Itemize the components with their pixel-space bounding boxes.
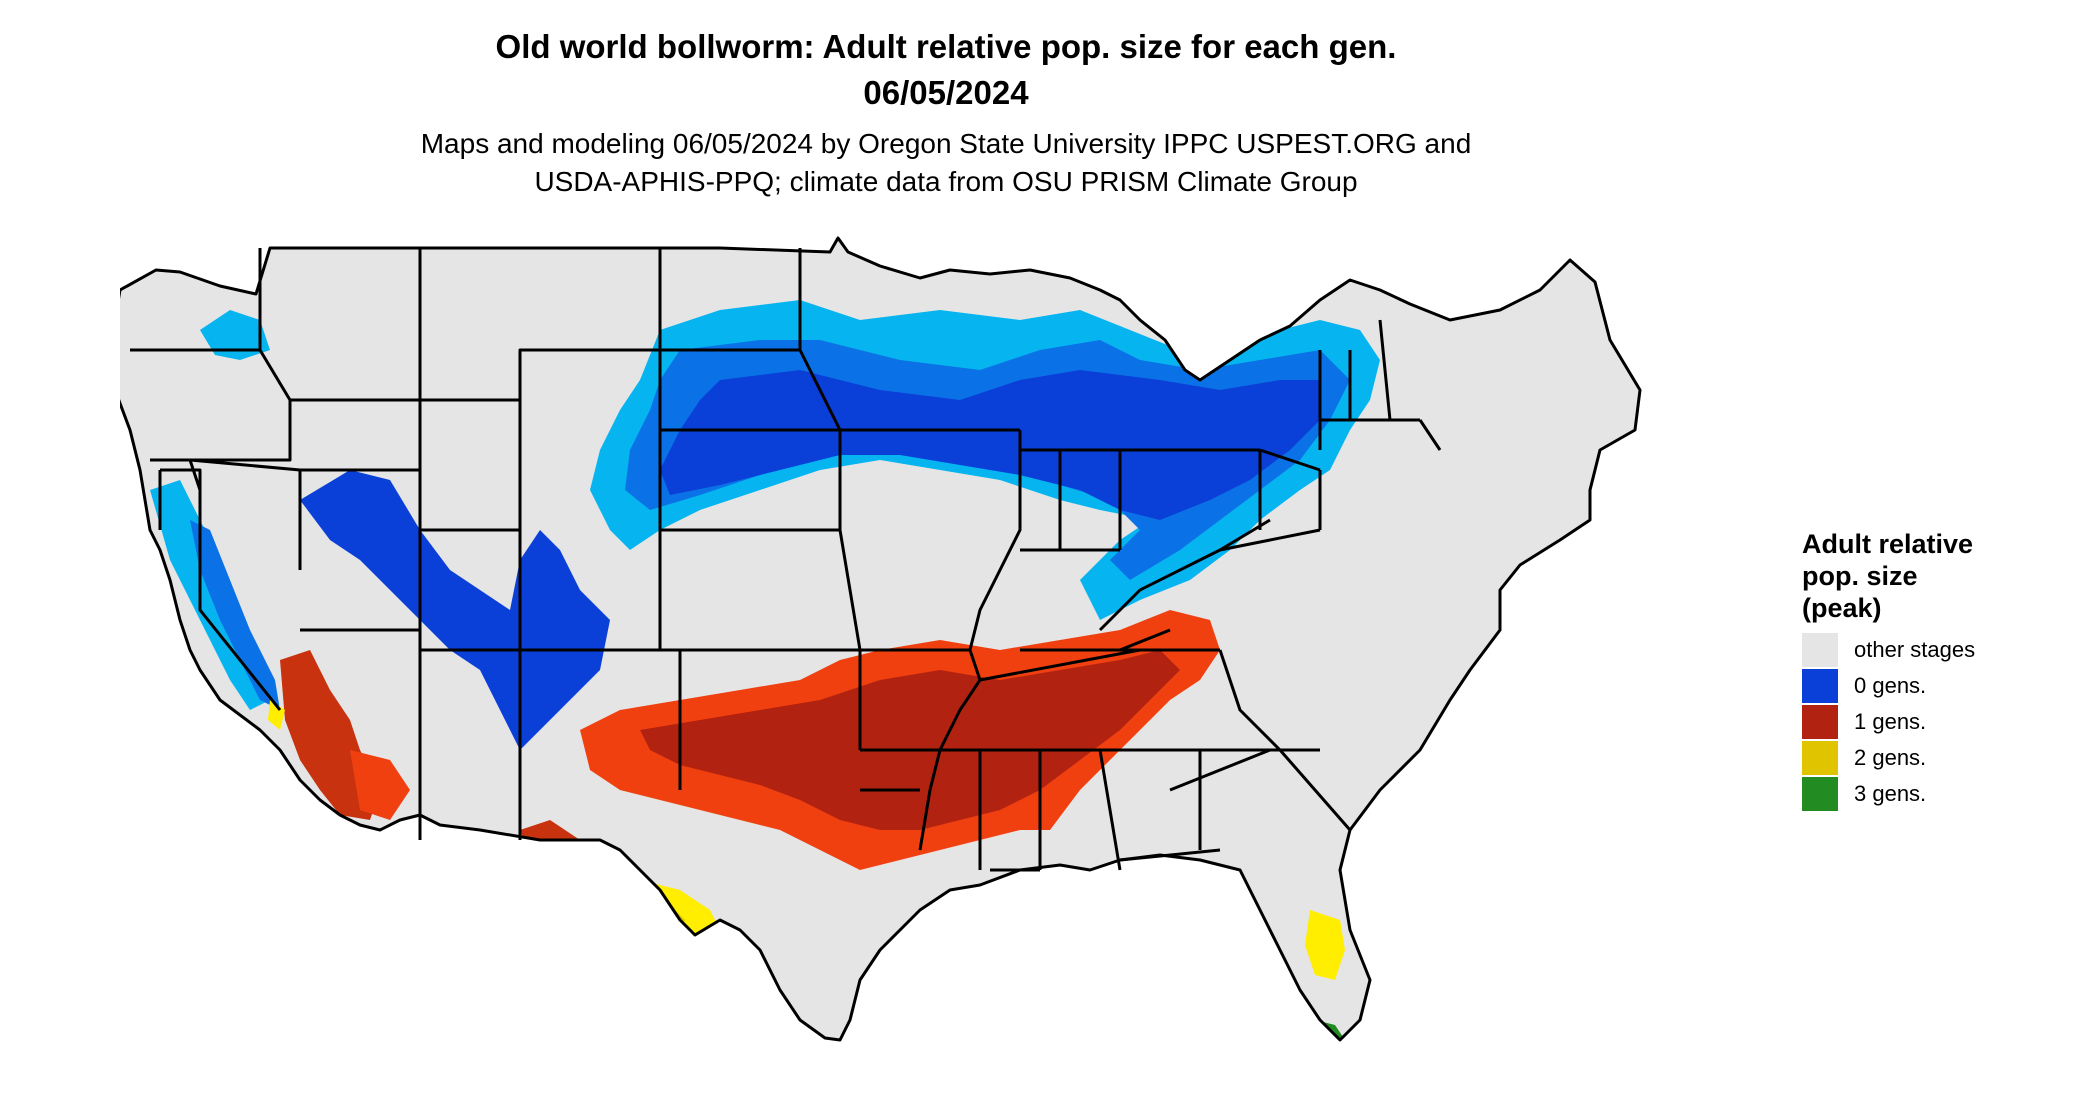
legend-swatch [1802,669,1838,703]
legend-title-line2: pop. size [1802,561,1918,591]
legend-item: 1 gens. [1802,704,2092,740]
legend-swatch [1802,741,1838,775]
legend-item: 3 gens. [1802,776,2092,812]
legend-label: 3 gens. [1854,781,1927,806]
legend-label: 1 gens. [1854,709,1927,734]
legend: Adult relative pop. size (peak) other st… [1802,528,2092,812]
legend-swatch [1802,777,1838,811]
zone-0-gens-nw [200,310,270,360]
map-title: Old world bollworm: Adult relative pop. … [495,28,1397,65]
legend-label: other stages [1854,637,1976,662]
zone-1-gens-dark [640,650,1180,830]
state-borders [120,236,1642,1042]
legend-item: other stages [1802,632,2092,668]
legend-item: 2 gens. [1802,740,2092,776]
zone-0-gens-dark [660,370,1320,520]
legend-label: 0 gens. [1854,673,1927,698]
map-subtitle-line1: Maps and modeling 06/05/2024 by Oregon S… [420,128,1472,159]
legend-title-line1: Adult relative [1802,529,1974,559]
map-date: 06/05/2024 [863,74,1029,111]
legend-title-line3: (peak) [1802,593,1882,623]
us-map [120,236,1642,1042]
map-subtitle-line2: USDA-APHIS-PPQ; climate data from OSU PR… [534,166,1358,197]
legend-swatch [1802,633,1838,667]
zone-0-gens-cal [190,520,280,710]
legend-swatch [1802,705,1838,739]
legend-item: 0 gens. [1802,668,2092,704]
zone-1-gens-arizona [350,750,410,820]
legend-label: 2 gens. [1854,745,1927,770]
legend-items: other stages 0 gens. 1 gens. 2 gens. 3 gens. [1802,632,2092,812]
zone-0-gens-west [300,470,610,750]
zone-2-gens-arizona [268,700,285,730]
zone-2-gens-florida [1305,910,1345,980]
